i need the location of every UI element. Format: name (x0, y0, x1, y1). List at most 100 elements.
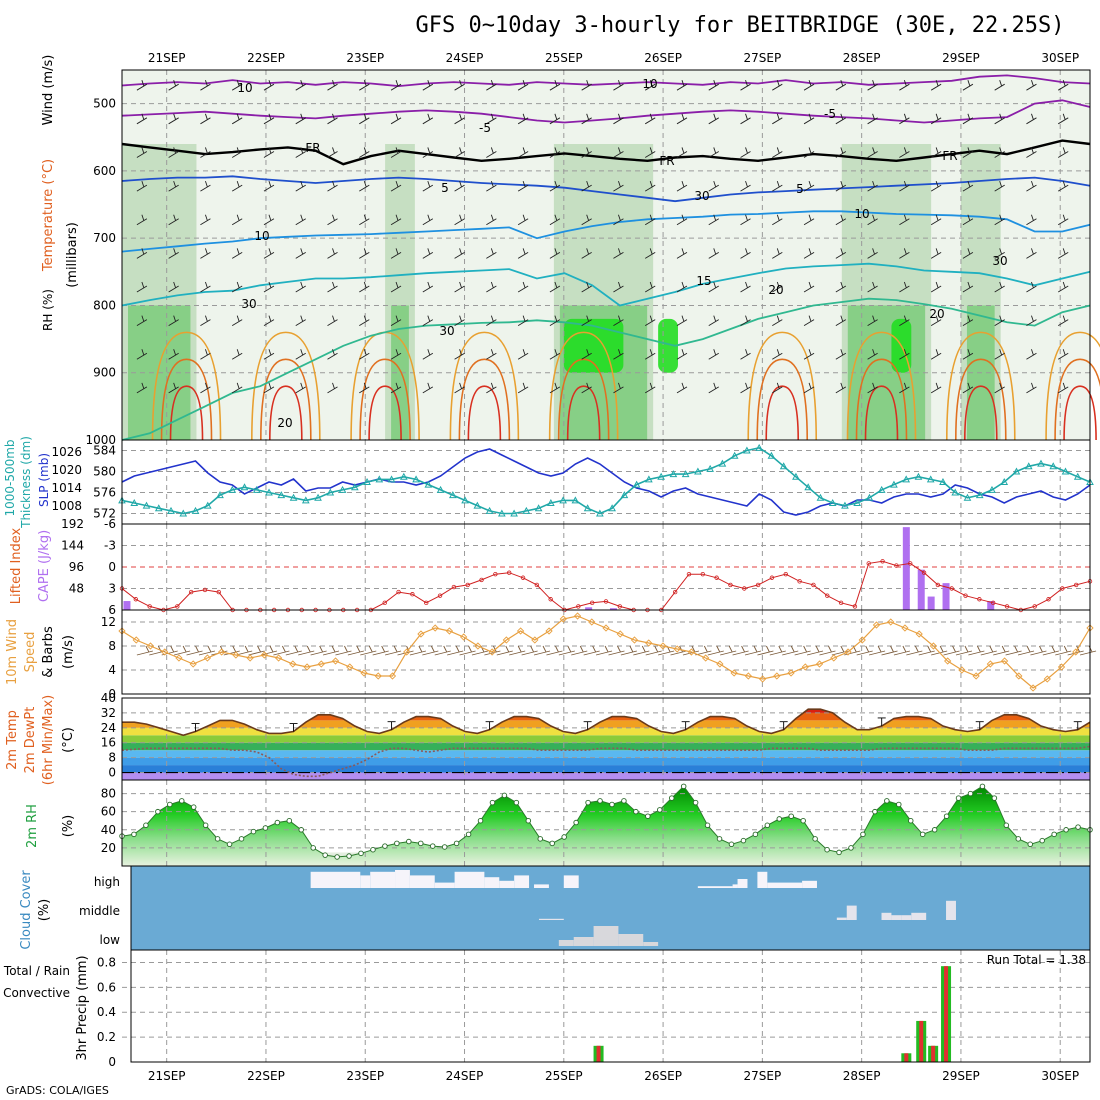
rh-marker (967, 790, 974, 797)
wind-barb (136, 315, 148, 327)
wind-speed-marker (830, 654, 838, 662)
temperature-band (122, 750, 1090, 758)
wind-barb (803, 315, 815, 327)
max-temp-marker (877, 717, 886, 726)
cloud-bar-high (737, 879, 748, 888)
rh-marker (645, 813, 651, 819)
wind-barb (263, 248, 275, 259)
wind-barb (549, 147, 561, 158)
warm-temperature-contour (1063, 385, 1097, 441)
cape-tick-label: 96 (69, 560, 84, 574)
wind-barb (930, 147, 942, 158)
wind-barb (930, 315, 942, 327)
wind-barb (200, 180, 211, 192)
temp-tick-label: 8 (108, 751, 116, 765)
cloud-bar-low (618, 934, 644, 946)
li-marker (700, 571, 705, 577)
wind-speed-marker (346, 663, 354, 671)
x-tick-label-bottom: 26SEP (644, 1069, 682, 1083)
surface-wind-barb (819, 645, 836, 656)
rh-marker (776, 816, 783, 822)
temperature-band (122, 772, 1090, 780)
wind-barb (644, 214, 656, 226)
wind-barb (390, 382, 402, 394)
thickness-marker (1073, 472, 1082, 480)
cape-bar (927, 596, 935, 610)
thickness-marker (914, 472, 923, 480)
warm-temperature-contour (1054, 358, 1100, 441)
wind-speed-marker (132, 636, 140, 644)
wind-barb (676, 113, 688, 125)
li-marker (188, 589, 194, 595)
wind-barb (200, 349, 211, 360)
temperature-band (122, 742, 1090, 751)
wind-speed-marker (360, 669, 368, 677)
cape-tick-label: 48 (69, 582, 84, 596)
wind-barb (581, 113, 592, 125)
rh-marker (1063, 827, 1069, 833)
warm-temperature-contour (566, 385, 601, 441)
temperature-band (122, 757, 1090, 766)
wind-barb (835, 349, 847, 360)
thickness-marker (926, 475, 935, 483)
wind-barb (899, 113, 910, 125)
wind-barb (327, 248, 338, 259)
wind-barb (136, 248, 148, 259)
cloud-bar-high (409, 875, 435, 888)
wind-barb (835, 113, 847, 125)
surface-wind-barb (608, 645, 625, 656)
wind-barb (136, 349, 148, 360)
wind-barb (1026, 281, 1037, 293)
wind-barb (708, 349, 719, 360)
thickness-marker (816, 493, 825, 501)
contour-label: 20 (277, 416, 292, 430)
li-tick-label: 0 (108, 560, 116, 574)
thickness-marker (424, 480, 433, 488)
wind-barb (613, 349, 624, 360)
thickness-marker (142, 501, 151, 509)
wind-barb (994, 180, 1005, 192)
surface-wind-barb (918, 645, 935, 656)
wind-barb (613, 147, 624, 158)
wind-barb (962, 349, 974, 360)
rh-marker (274, 819, 281, 826)
rh-marker (692, 799, 699, 806)
wind-barb (740, 180, 751, 192)
cloud-tick-label: high (94, 875, 120, 889)
wind-barb (772, 281, 783, 293)
ylabel-cloud-cover: Cloud Cover (19, 870, 34, 950)
wind-barb (390, 214, 402, 226)
wind-barb (772, 147, 783, 158)
wind-barb (200, 147, 211, 158)
rh-tick-label: 20 (101, 841, 116, 855)
wind-barb (962, 315, 974, 327)
cloud-bar-middle (846, 905, 857, 920)
wind-barb (200, 315, 211, 327)
cloud-bar-low (573, 937, 594, 946)
wind-speed-marker (175, 654, 183, 662)
wind-speed-marker (417, 630, 425, 638)
temperature-line (122, 708, 1091, 737)
wind-barb (740, 147, 751, 158)
temperature-band (122, 698, 1090, 705)
max-temp-marker (387, 721, 396, 730)
wind-barb (994, 382, 1005, 394)
li-marker (507, 570, 512, 575)
wind-barb (422, 281, 434, 293)
rh-marker (764, 822, 771, 829)
slp-tick-label: 1026 (51, 445, 82, 459)
rh-marker (680, 783, 687, 790)
wind-barb (708, 382, 719, 394)
wind-barb (454, 147, 465, 158)
surface-wind-barb (447, 645, 464, 656)
li-marker (852, 604, 858, 609)
surface-wind-barb (285, 645, 302, 656)
cloud-bar-high (802, 880, 817, 888)
wind-speed-marker (858, 636, 866, 644)
contour-label: FR (659, 154, 674, 168)
li-marker (479, 577, 484, 583)
wind-barb (390, 80, 402, 91)
pressure-tick-label: 1000 (85, 433, 116, 447)
wind-barb (327, 382, 338, 394)
surface-wind-barb (136, 645, 154, 656)
